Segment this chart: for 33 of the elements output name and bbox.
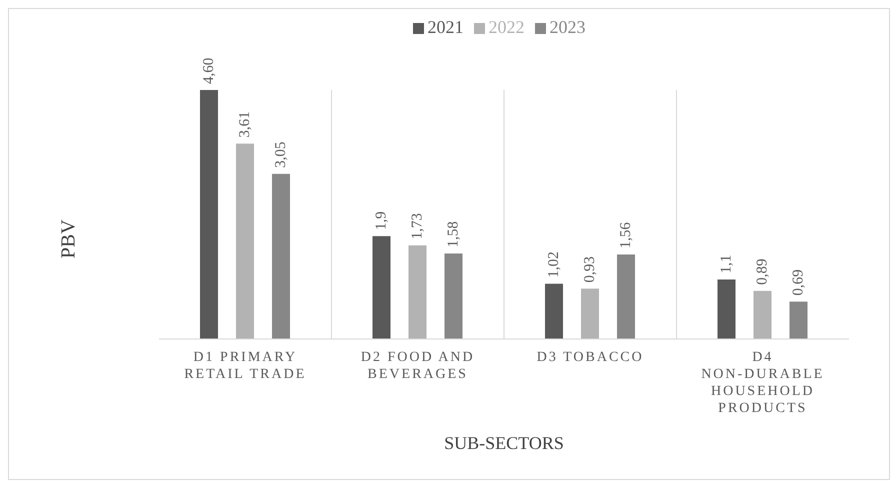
data-label: 3,05	[273, 142, 289, 168]
legend-label: 2022	[488, 17, 524, 37]
data-label: 0,93	[582, 256, 598, 283]
bar	[617, 254, 635, 339]
y-axis-title: PBV	[58, 220, 80, 258]
x-axis-title: SUB-SECTORS	[444, 433, 564, 453]
legend-label: 2021	[428, 17, 464, 37]
legend-label: 2023	[550, 17, 586, 37]
bar	[272, 174, 290, 339]
data-label: 1,9	[374, 211, 390, 230]
data-label: 0,69	[790, 269, 806, 296]
bar	[408, 245, 426, 339]
bar	[545, 284, 563, 339]
x-tick-label: D2 FOOD AND BEVERAGES	[360, 350, 475, 382]
bar	[236, 144, 254, 339]
bar	[790, 302, 808, 339]
data-label: 1,1	[718, 254, 734, 274]
bar	[372, 236, 390, 339]
bar	[200, 90, 218, 339]
data-label: 1,02	[546, 252, 562, 278]
bar	[754, 290, 772, 339]
bar	[581, 288, 599, 339]
data-label: 1,58	[446, 221, 462, 248]
x-tick-label: D1 PRIMARY RETAIL TRADE	[184, 350, 306, 382]
data-label: 4,60	[201, 58, 217, 84]
x-tick-label: D3 TOBACCO	[536, 350, 644, 365]
data-label: 3,61	[237, 111, 253, 138]
bar	[444, 253, 462, 339]
data-label: 1,73	[410, 213, 426, 240]
data-label: 0,89	[754, 258, 770, 285]
data-label: 1,56	[618, 222, 634, 249]
bar	[718, 279, 736, 339]
x-tick-label: D4 NON-DURABLE HOUSEHOLD PRODUCTS	[701, 350, 824, 416]
